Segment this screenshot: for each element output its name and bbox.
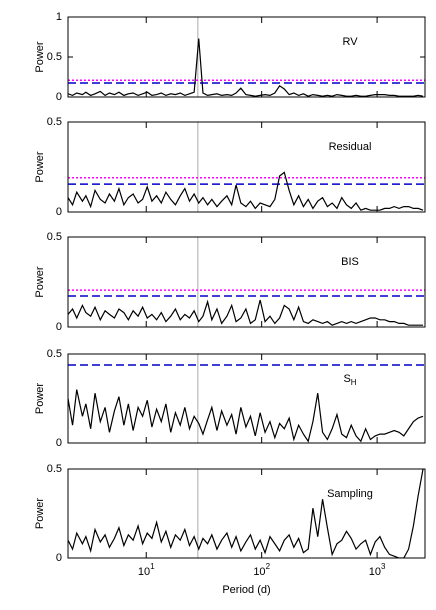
panel-label: Residual	[329, 141, 372, 153]
y-tick-label: 0.5	[47, 116, 62, 128]
x-tick-exponent: 3	[381, 562, 386, 571]
panel: 0 0.5 1 RV Power	[34, 11, 426, 103]
power-line	[68, 38, 424, 97]
y-tick-label: 0	[56, 552, 62, 564]
plot-frame	[67, 121, 426, 213]
x-tick-exponent: 1	[150, 562, 155, 571]
panel: 0 0.5 SH Power	[34, 348, 426, 449]
x-tick-base: 10	[138, 566, 150, 578]
plot-frame	[67, 468, 426, 559]
y-axis-label: Power	[34, 266, 46, 298]
panel-label-text: BIS	[341, 256, 359, 268]
y-tick-label: 0	[56, 91, 62, 103]
panel-label: RV	[342, 36, 358, 48]
panel-label: Sampling	[327, 488, 373, 500]
plot-frame	[67, 353, 426, 444]
panel-label-text: S	[343, 373, 350, 385]
power-line	[68, 469, 424, 558]
y-axis-label: Power	[34, 151, 46, 183]
power-line	[68, 389, 424, 443]
y-tick-label: 0.5	[47, 463, 62, 475]
y-tick-label: 0.5	[47, 231, 62, 243]
panel: 0 0.5 Residual Power	[34, 116, 426, 218]
power-line	[68, 171, 424, 211]
y-axis-label: Power	[34, 41, 46, 73]
x-axis-label: Period (d)	[222, 584, 270, 596]
plot-frame	[67, 236, 426, 328]
panel-label: SH	[343, 373, 356, 387]
y-tick-label: 1	[56, 11, 62, 23]
y-tick-label: 0	[56, 437, 62, 449]
x-tick-base: 10	[369, 566, 381, 578]
plot-frame	[67, 16, 426, 98]
x-tick-label: 102	[253, 562, 270, 578]
panel: 0 0.5 BIS Power	[34, 231, 426, 333]
panel-label-text: Sampling	[327, 488, 373, 500]
panel-label-subscript: H	[351, 378, 357, 387]
panel-label-text: RV	[342, 36, 358, 48]
x-tick-exponent: 2	[266, 562, 271, 571]
y-axis-label: Power	[34, 498, 46, 530]
y-tick-label: 0.5	[47, 51, 62, 63]
power-line	[68, 299, 424, 326]
y-axis-label: Power	[34, 383, 46, 415]
panel-label-text: Residual	[329, 141, 372, 153]
y-tick-label: 0	[56, 206, 62, 218]
x-tick-label: 101	[138, 562, 155, 578]
x-tick-label: 103	[369, 562, 386, 578]
x-tick-base: 10	[253, 566, 265, 578]
panel-label: BIS	[341, 256, 359, 268]
y-tick-label: 0.5	[47, 348, 62, 360]
y-tick-label: 0	[56, 321, 62, 333]
